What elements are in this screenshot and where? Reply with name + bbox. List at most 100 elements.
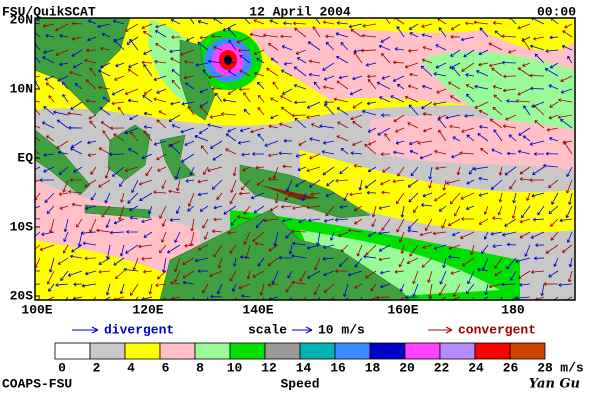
wind-arrow	[434, 149, 447, 155]
wind-arrow	[460, 192, 475, 200]
wind-arrow	[338, 75, 349, 80]
wind-arrow	[361, 33, 377, 38]
wind-arrow	[463, 49, 475, 58]
wind-arrow	[365, 62, 377, 67]
wind-arrow	[213, 244, 223, 258]
wind-arrow	[227, 127, 237, 133]
wind-arrow	[131, 179, 139, 194]
wind-arrow	[335, 32, 349, 38]
wind-arrow	[563, 141, 573, 155]
wind-arrow	[322, 166, 335, 176]
wind-arrow	[336, 80, 349, 90]
wind-arrow	[184, 243, 195, 248]
wind-arrow	[384, 133, 391, 142]
wind-arrow	[229, 244, 237, 254]
wind-arrow	[393, 114, 405, 123]
wind-arrow	[59, 205, 69, 210]
wind-arrow	[46, 205, 55, 215]
wind-arrow	[63, 218, 69, 232]
wind-arrow	[460, 36, 475, 42]
wind-arrow	[92, 296, 97, 300]
wind-arrow	[230, 179, 237, 193]
colorbar-swatch	[334, 342, 371, 360]
wind-arrow	[141, 256, 153, 261]
wind-arrow	[282, 88, 293, 95]
wind-arrow	[238, 191, 251, 196]
wind-arrow	[48, 95, 55, 103]
lat-label: 20N	[10, 12, 33, 27]
wind-arrow	[349, 88, 363, 96]
wind-arrow	[515, 99, 531, 103]
wind-arrow	[141, 23, 153, 30]
wind-arrow	[465, 84, 475, 90]
wind-arrow	[366, 190, 377, 195]
wind-arrow	[62, 244, 69, 254]
wind-arrow	[39, 178, 55, 182]
wind-arrow	[353, 164, 363, 168]
wind-arrow	[99, 107, 111, 116]
wind-arrow	[564, 23, 573, 29]
wind-arrow	[255, 218, 265, 229]
colorbar-label: 6	[162, 360, 170, 375]
wind-arrow	[291, 113, 307, 118]
wind-arrow	[339, 205, 349, 209]
wind-arrow	[278, 255, 293, 260]
wind-arrow	[293, 66, 307, 77]
colorbar-label: 12	[261, 360, 277, 375]
wind-arrow	[97, 23, 111, 29]
wind-arrow	[423, 127, 433, 133]
wind-arrow	[306, 114, 321, 119]
wind-arrow	[501, 34, 517, 39]
wind-arrow	[227, 230, 237, 235]
wind-arrow	[45, 135, 55, 142]
wind-arrow	[478, 109, 489, 116]
wind-arrow	[154, 59, 167, 64]
wind-arrow	[68, 189, 83, 194]
wind-arrow	[76, 218, 83, 228]
wind-arrow	[449, 192, 461, 205]
wind-arrow	[404, 295, 419, 300]
wind-arrow	[515, 257, 531, 263]
wind-arrow	[456, 166, 461, 176]
wind-arrow	[213, 46, 223, 51]
wind-arrow	[286, 179, 293, 192]
wind-arrow	[506, 99, 517, 103]
wind-arrow	[407, 84, 419, 90]
wind-arrow	[232, 257, 237, 267]
wind-arrow	[323, 244, 335, 249]
wind-arrow	[461, 62, 475, 72]
wind-arrow	[299, 270, 307, 282]
wind-arrow	[267, 43, 279, 51]
wind-arrow	[404, 62, 419, 69]
wind-arrow	[333, 97, 349, 103]
wind-arrow	[112, 166, 125, 177]
wind-arrow	[409, 72, 419, 77]
wind-arrow	[404, 95, 419, 103]
wind-arrow	[115, 62, 125, 68]
wind-arrow	[352, 140, 363, 147]
wind-arrow	[171, 35, 181, 40]
wind-arrow	[438, 27, 447, 38]
wind-arrow	[158, 110, 167, 116]
wind-arrow	[502, 231, 517, 237]
wind-arrow	[296, 57, 307, 64]
wind-arrow	[511, 205, 517, 219]
wind-arrow	[462, 257, 475, 267]
wind-arrow	[530, 86, 545, 91]
wind-arrow	[143, 111, 153, 116]
wind-arrow	[292, 205, 307, 210]
wind-arrow	[104, 192, 111, 204]
wind-arrow	[311, 123, 321, 129]
wind-arrow	[352, 120, 363, 129]
wind-arrow	[252, 152, 265, 156]
wind-arrow	[449, 124, 461, 129]
wind-arrow	[274, 192, 279, 204]
wind-arrow	[294, 117, 307, 129]
wind-arrow	[208, 75, 223, 79]
wind-arrow	[101, 205, 111, 218]
wind-arrow	[526, 192, 531, 201]
wind-arrow	[364, 179, 377, 189]
convergent-arrow-head	[445, 326, 453, 334]
wind-arrow	[522, 62, 531, 67]
wind-arrow	[57, 257, 69, 265]
